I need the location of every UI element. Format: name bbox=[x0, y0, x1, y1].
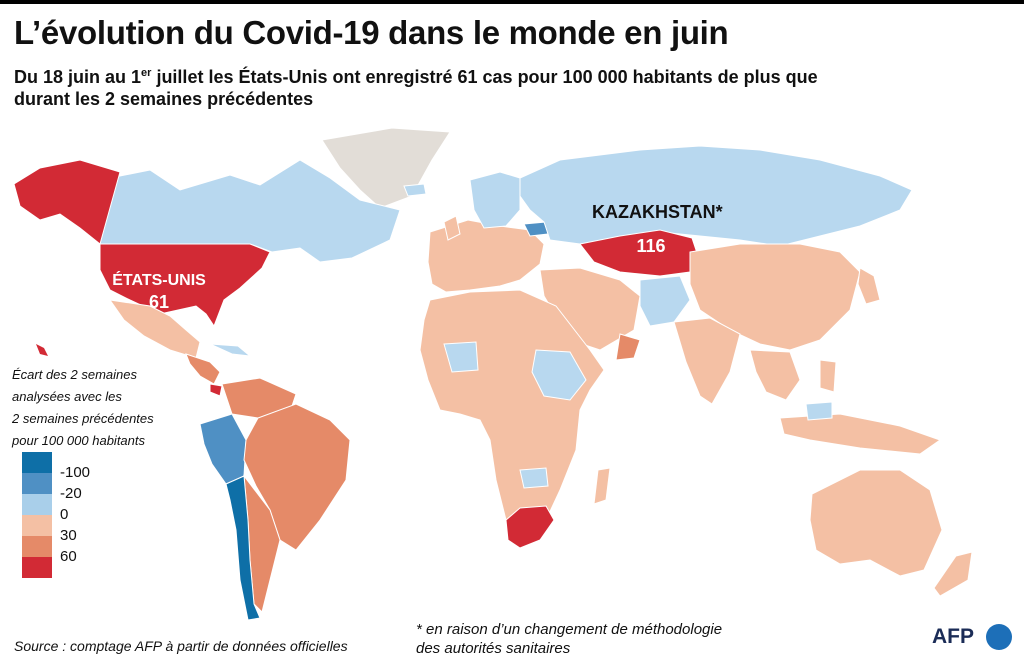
usa-value: 61 bbox=[148, 292, 170, 312]
legend-label: 60 bbox=[60, 548, 77, 565]
new-zealand bbox=[933, 551, 973, 597]
alaska bbox=[13, 159, 121, 245]
south-africa bbox=[505, 505, 555, 549]
japan-korea bbox=[857, 267, 881, 305]
methodology-note: * en raison d’un changement de méthodolo… bbox=[416, 620, 722, 658]
legend-title-line: 2 semaines précédentes bbox=[12, 411, 154, 426]
russia bbox=[519, 145, 913, 247]
kazakhstan-value: 116 bbox=[636, 236, 666, 256]
peru-ecuador bbox=[199, 413, 247, 485]
afp-logo-text: AFP bbox=[932, 625, 974, 648]
oman-yemen bbox=[615, 333, 641, 361]
legend-title-line: Écart des 2 semaines bbox=[12, 367, 138, 382]
legend-swatch bbox=[22, 557, 52, 578]
chile bbox=[225, 475, 261, 620]
source-note: Source : comptage AFP à partir de donnée… bbox=[14, 638, 348, 654]
indonesia-png bbox=[779, 413, 942, 455]
sudan-ethiopia bbox=[531, 349, 587, 401]
subtitle: Du 18 juin au 1er juillet les États-Unis… bbox=[14, 67, 818, 109]
southeast-asia bbox=[749, 349, 801, 401]
afp-logo: AFP bbox=[932, 624, 1012, 652]
brazil bbox=[243, 403, 351, 551]
niger-chad bbox=[443, 341, 479, 373]
madagascar bbox=[593, 467, 611, 505]
australia bbox=[809, 469, 943, 577]
malaysia-borneo bbox=[805, 401, 833, 421]
top-rule bbox=[0, 0, 1024, 4]
china-mongolia bbox=[689, 243, 861, 351]
afp-logo-dot bbox=[986, 624, 1012, 650]
world-map bbox=[13, 127, 973, 620]
iceland bbox=[403, 183, 427, 197]
legend-label: 30 bbox=[60, 527, 77, 544]
zambia-angola bbox=[519, 467, 549, 489]
page-title: L’évolution du Covid-19 dans le monde en… bbox=[14, 14, 729, 51]
panama bbox=[209, 383, 223, 397]
central-america bbox=[185, 353, 221, 385]
india bbox=[673, 317, 741, 405]
mexico bbox=[108, 299, 201, 359]
legend-label: -20 bbox=[60, 485, 82, 502]
legend-swatch bbox=[22, 515, 52, 536]
legend-label: -100 bbox=[60, 464, 91, 481]
legend-title: Écart des 2 semaines analysées avec les … bbox=[12, 364, 182, 452]
scandinavia bbox=[469, 171, 521, 229]
philippines bbox=[819, 359, 837, 393]
hawaii bbox=[36, 344, 48, 356]
uk bbox=[443, 215, 461, 241]
legend-swatch bbox=[22, 452, 52, 473]
legend-title-line: pour 100 000 habitants bbox=[12, 433, 145, 448]
legend-swatch bbox=[22, 536, 52, 557]
note-line: * en raison d’un changement de méthodolo… bbox=[416, 621, 723, 638]
legend-swatch bbox=[22, 494, 52, 515]
usa-label: ÉTATS-UNIS bbox=[112, 272, 206, 289]
afghanistan-pakistan bbox=[639, 275, 691, 327]
note-line: des autorités sanitaires bbox=[416, 640, 571, 657]
kazakhstan-label: KAZAKHSTAN* bbox=[592, 202, 723, 222]
legend-title-line: analysées avec les bbox=[12, 389, 122, 404]
legend-swatch bbox=[22, 473, 52, 494]
caribbean-islands bbox=[209, 343, 252, 357]
europe bbox=[427, 219, 545, 293]
legend-label: 0 bbox=[60, 506, 69, 523]
